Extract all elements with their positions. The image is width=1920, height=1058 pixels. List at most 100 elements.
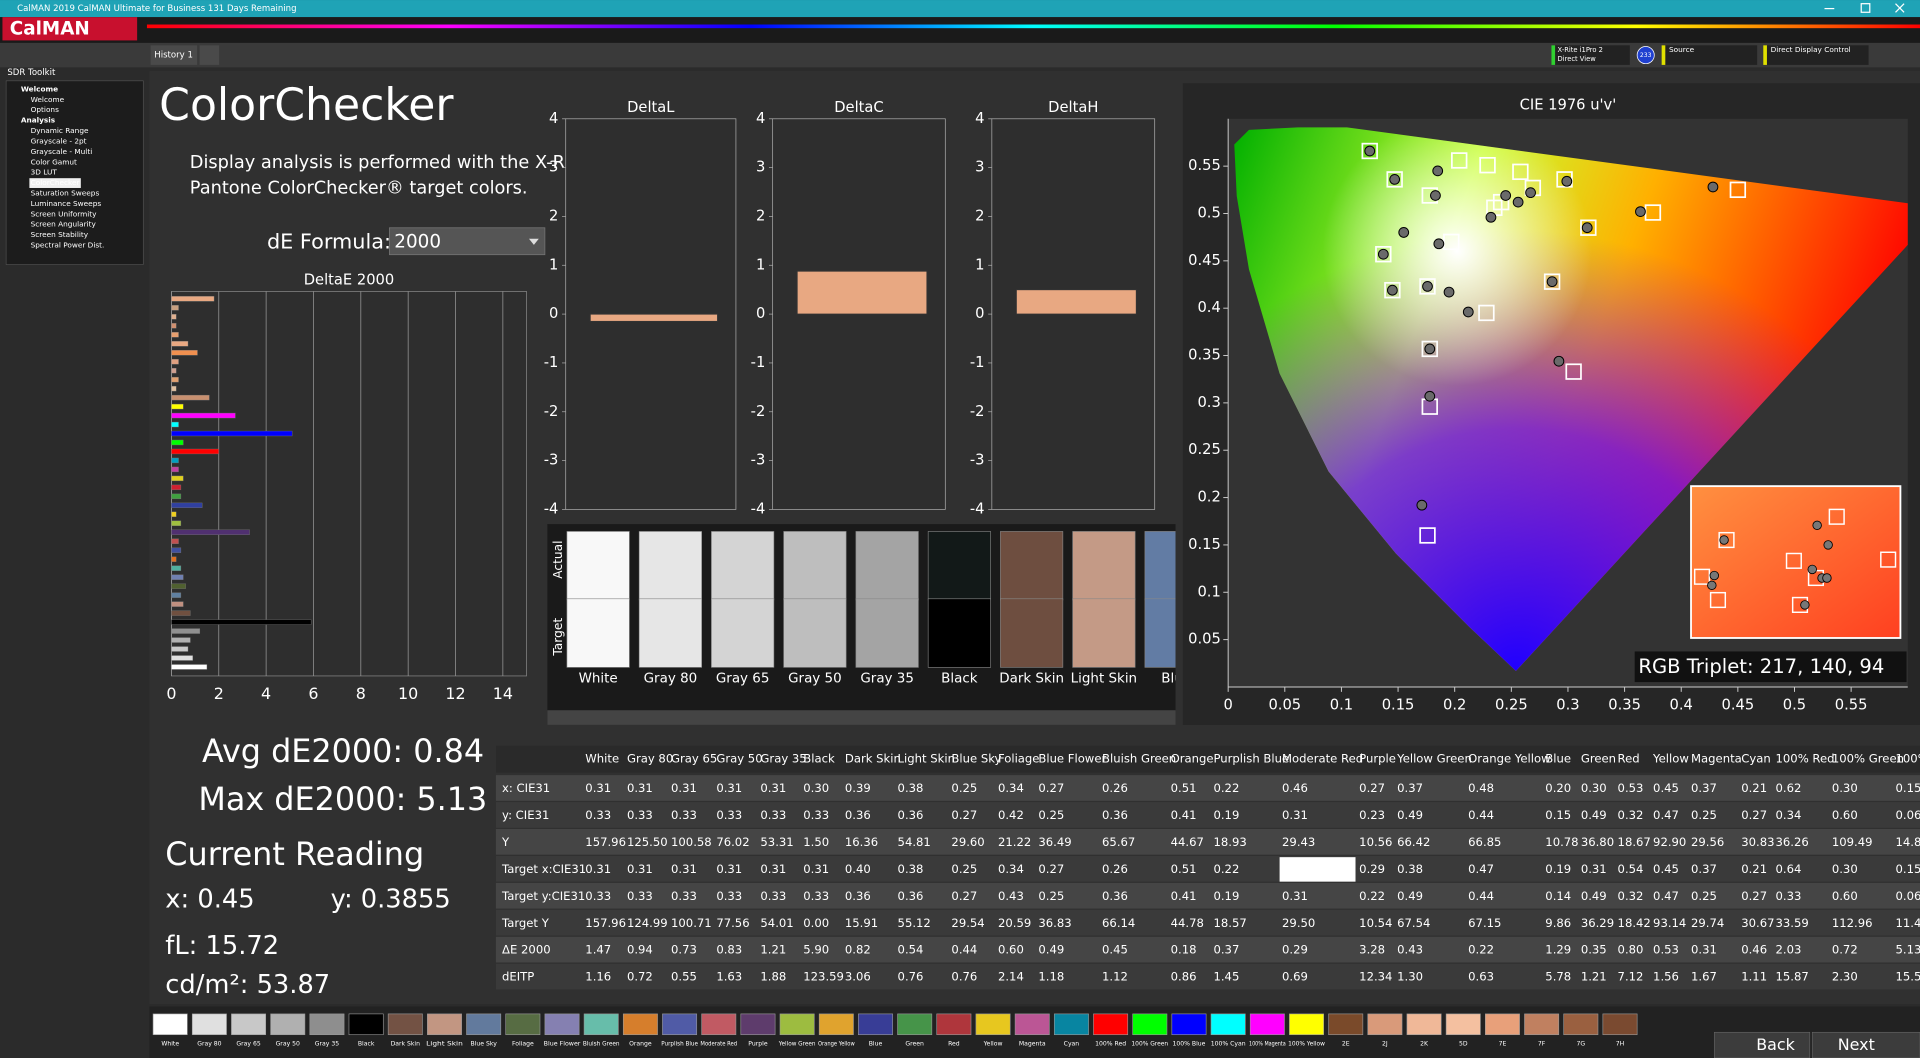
table-cell: 3.06: [845, 970, 871, 984]
bar: [1015, 289, 1137, 315]
strip-swatch[interactable]: [270, 1013, 306, 1036]
meter-box[interactable]: [1551, 45, 1630, 65]
source-box[interactable]: [1661, 45, 1758, 65]
selected-cell[interactable]: [1279, 857, 1356, 882]
strip-swatch[interactable]: [231, 1013, 267, 1036]
target-point: [1729, 181, 1747, 199]
table-cell: 100.71: [671, 916, 712, 930]
strip-swatch[interactable]: [1367, 1013, 1403, 1036]
strip-swatch[interactable]: [1171, 1013, 1207, 1036]
back-button[interactable]: [1713, 1031, 1811, 1058]
sidebar-item[interactable]: Screen Angularity: [31, 220, 97, 229]
sidebar-item[interactable]: ColorChecker: [31, 178, 81, 187]
sidebar-item[interactable]: Screen Uniformity: [31, 209, 98, 218]
strip-swatch[interactable]: [897, 1013, 933, 1036]
table-cell: 0.36: [1102, 808, 1128, 822]
strip-swatch[interactable]: [387, 1013, 423, 1036]
table-cell: 54.81: [898, 835, 931, 849]
strip-swatch[interactable]: [818, 1013, 854, 1036]
table-cell: 0.73: [671, 943, 697, 957]
sidebar-item[interactable]: Luminance Sweeps: [31, 199, 102, 208]
y-tick-label: -4: [751, 500, 766, 517]
sidebar-item[interactable]: Grayscale - 2pt: [31, 136, 87, 145]
table-cell: 0.00: [803, 916, 829, 930]
strip-swatch[interactable]: [1563, 1013, 1599, 1036]
new-tab[interactable]: [199, 45, 220, 65]
strip-swatch[interactable]: [1210, 1013, 1246, 1036]
strip-swatch[interactable]: [1014, 1013, 1050, 1036]
strip-swatch[interactable]: [505, 1013, 541, 1036]
strip-swatch[interactable]: [348, 1013, 384, 1036]
sidebar-item[interactable]: Dynamic Range: [31, 126, 89, 135]
strip-swatch[interactable]: [1602, 1013, 1638, 1036]
bar: [171, 601, 184, 607]
bar: [171, 637, 191, 643]
strip-swatch[interactable]: [544, 1013, 580, 1036]
strip-swatch[interactable]: [858, 1013, 893, 1036]
strip-swatch[interactable]: [779, 1013, 815, 1036]
sidebar-item[interactable]: Color Gamut: [31, 157, 77, 166]
table-cell: 0.41: [1171, 889, 1197, 903]
strip-swatch[interactable]: [309, 1013, 345, 1036]
measured-point: [1443, 286, 1455, 298]
meter-badge[interactable]: [1636, 46, 1655, 65]
table-cell: 0.46: [1282, 781, 1308, 795]
table-cell: 0.34: [998, 862, 1024, 876]
strip-swatch[interactable]: [975, 1013, 1011, 1036]
x-tick-label: 6: [308, 684, 318, 703]
y-tick-label: 0.35: [1188, 347, 1221, 364]
sidebar-item[interactable]: Spectral Power Dist.: [31, 241, 105, 250]
table-header-bg: [495, 745, 1920, 773]
row-label: Y: [501, 835, 510, 849]
x-tick-label: 0.05: [1268, 696, 1301, 713]
strip-swatch[interactable]: [1524, 1013, 1560, 1036]
strip-swatch[interactable]: [583, 1013, 619, 1036]
strip-swatch[interactable]: [1406, 1013, 1442, 1036]
sidebar-item[interactable]: Welcome: [31, 95, 65, 104]
table-cell: 18.93: [1213, 835, 1246, 849]
strip-swatch[interactable]: [1289, 1013, 1324, 1036]
strip-swatch[interactable]: [1249, 1013, 1285, 1036]
sidebar-item[interactable]: Analysis: [21, 116, 56, 125]
bar: [171, 430, 293, 437]
column-header: White: [585, 752, 619, 766]
sidebar-item[interactable]: Screen Stability: [31, 230, 89, 239]
sidebar-item[interactable]: Saturation Sweeps: [31, 188, 100, 197]
strip-swatch[interactable]: [622, 1013, 658, 1036]
strip-swatch[interactable]: [662, 1013, 698, 1036]
strip-swatch[interactable]: [191, 1013, 227, 1036]
strip-swatch[interactable]: [1053, 1013, 1089, 1036]
strip-swatch[interactable]: [1328, 1013, 1364, 1036]
tab[interactable]: [150, 45, 198, 65]
table-cell: 1.21: [760, 943, 786, 957]
swatch-scrollbar[interactable]: [547, 710, 1176, 725]
strip-swatch[interactable]: [1093, 1013, 1129, 1036]
strip-swatch[interactable]: [740, 1013, 776, 1036]
strip-swatch[interactable]: [466, 1013, 502, 1036]
strip-swatch[interactable]: [936, 1013, 972, 1036]
sidebar-item[interactable]: Grayscale - Multi: [31, 147, 93, 156]
strip-swatch[interactable]: [1445, 1013, 1481, 1036]
sidebar-item[interactable]: Options: [31, 105, 59, 114]
table-cell: 0.47: [1653, 808, 1679, 822]
strip-swatch[interactable]: [1485, 1013, 1520, 1036]
formula-dropdown[interactable]: [389, 227, 546, 256]
window-buttons[interactable]: [1824, 3, 1905, 13]
table-cell: 0.36: [845, 808, 871, 822]
table-cell: 76.02: [716, 835, 749, 849]
display-box[interactable]: [1763, 45, 1869, 65]
table-cell: 1.67: [1691, 970, 1717, 984]
sidebar-item[interactable]: Welcome: [21, 84, 58, 93]
table-cell: 66.42: [1397, 835, 1430, 849]
table-cell: 30.83: [1741, 835, 1774, 849]
table-cell: 0.38: [898, 781, 924, 795]
sidebar-item[interactable]: 3D LUT: [31, 168, 58, 177]
strip-swatch[interactable]: [152, 1013, 188, 1036]
strip-swatch[interactable]: [427, 1013, 462, 1036]
measured-point: [1553, 355, 1565, 367]
strip-swatch[interactable]: [701, 1013, 737, 1036]
tab-bar: [0, 42, 1920, 68]
column-header: 100% Red: [1776, 752, 1835, 766]
strip-swatch[interactable]: [1132, 1013, 1168, 1036]
logo-box[interactable]: [2, 17, 138, 41]
